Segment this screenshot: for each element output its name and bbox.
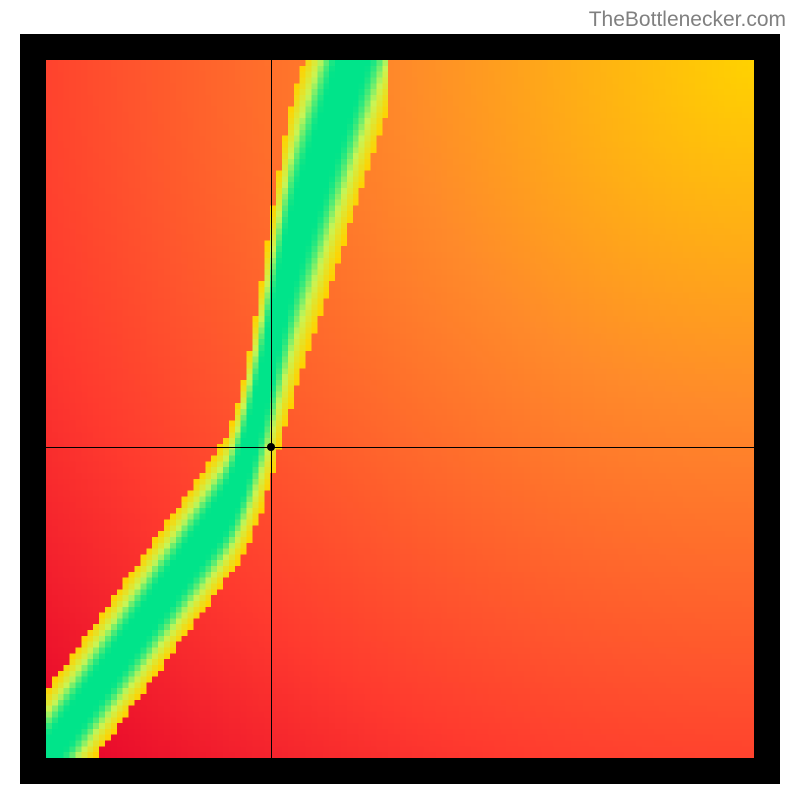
heatmap-canvas bbox=[46, 60, 754, 758]
chart-container: TheBottlenecker.com bbox=[0, 0, 800, 800]
watermark-text: TheBottlenecker.com bbox=[589, 8, 786, 32]
crosshair-horizontal bbox=[46, 447, 754, 448]
crosshair-vertical bbox=[271, 60, 272, 758]
plot-area bbox=[46, 60, 754, 758]
marker-dot bbox=[267, 443, 275, 451]
